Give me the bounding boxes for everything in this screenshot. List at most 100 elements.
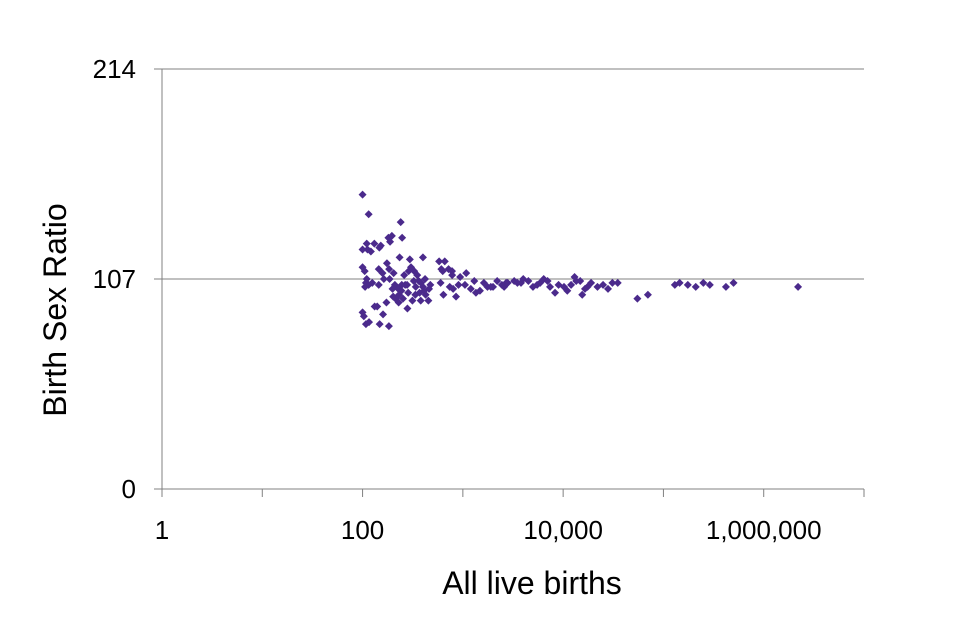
data-point	[426, 280, 435, 289]
data-point	[587, 278, 596, 287]
data-point	[456, 273, 465, 282]
data-point	[546, 282, 555, 291]
data-point	[572, 276, 581, 285]
data-point	[563, 286, 572, 295]
data-point	[435, 257, 444, 266]
data-point	[603, 284, 612, 293]
x-tick-label: 1,000,000	[706, 515, 822, 545]
data-point	[794, 282, 803, 291]
data-point	[691, 282, 700, 291]
data-point	[370, 239, 379, 248]
data-point	[364, 210, 373, 219]
data-point	[362, 239, 371, 248]
data-point	[643, 290, 652, 299]
data-point	[524, 276, 533, 285]
data-point	[448, 267, 457, 276]
data-point	[388, 284, 397, 293]
data-point	[385, 265, 394, 274]
data-point	[397, 286, 406, 295]
data-point	[683, 280, 692, 289]
data-point	[396, 218, 405, 227]
data-point	[366, 247, 375, 256]
data-point	[543, 276, 552, 285]
data-point	[445, 282, 454, 291]
data-point	[394, 298, 403, 307]
data-point	[413, 271, 422, 280]
data-point	[439, 290, 448, 299]
data-point	[405, 255, 414, 264]
data-point	[551, 288, 560, 297]
data-point	[440, 257, 449, 266]
y-tick-label: 0	[122, 474, 136, 504]
data-point	[475, 286, 484, 295]
horizontal-gridlines	[162, 68, 864, 280]
data-point	[705, 280, 714, 289]
x-tick-label: 1	[155, 515, 169, 545]
data-point	[486, 282, 495, 291]
data-point	[470, 276, 479, 285]
data-point	[400, 271, 409, 280]
data-point	[370, 302, 379, 311]
data-point	[436, 278, 445, 287]
data-point	[452, 292, 461, 301]
data-point	[365, 318, 374, 327]
data-point	[375, 320, 384, 329]
data-point	[409, 276, 418, 285]
data-point	[361, 282, 370, 291]
data-point	[403, 280, 412, 289]
data-point	[454, 280, 463, 289]
data-point	[578, 290, 587, 299]
data-point	[359, 312, 368, 321]
data-point	[376, 241, 385, 250]
data-point	[395, 253, 404, 262]
data-points	[358, 190, 803, 331]
data-point	[418, 253, 427, 262]
x-axis-ticks: 1 100 10,000 1,000,000	[155, 489, 865, 545]
data-point	[599, 280, 608, 289]
data-point	[424, 296, 433, 305]
data-point	[379, 275, 388, 283]
data-point	[462, 269, 471, 278]
y-tick-label: 214	[93, 54, 136, 84]
y-tick-label: 107	[93, 264, 136, 294]
data-point	[608, 278, 617, 287]
x-tick-label: 10,000	[523, 515, 603, 545]
data-point	[374, 280, 383, 289]
data-point	[379, 310, 388, 319]
data-point	[382, 298, 391, 307]
data-point	[358, 190, 367, 199]
data-point	[385, 275, 394, 283]
data-point	[416, 296, 425, 305]
data-point	[493, 276, 502, 285]
y-axis-ticks: 0 107 214	[93, 54, 162, 504]
data-point	[403, 304, 412, 313]
data-point	[613, 278, 622, 287]
x-tick-label: 100	[341, 515, 384, 545]
data-point	[389, 269, 398, 278]
data-point	[384, 322, 393, 331]
data-point	[382, 259, 391, 268]
data-point	[421, 275, 430, 283]
data-point	[567, 280, 576, 289]
data-point	[502, 278, 511, 287]
data-point	[729, 278, 738, 287]
data-point	[408, 296, 417, 305]
data-point	[387, 231, 396, 240]
data-point	[633, 294, 642, 303]
y-axis-title: Birth Sex Ratio	[37, 203, 73, 416]
data-point	[675, 278, 684, 287]
data-point	[699, 278, 708, 287]
data-point	[360, 267, 369, 276]
data-point	[460, 280, 469, 289]
data-point	[404, 288, 413, 297]
data-point	[466, 284, 475, 293]
data-point	[358, 245, 367, 254]
data-point	[576, 276, 585, 285]
data-point	[386, 237, 395, 246]
data-point	[398, 294, 407, 303]
data-point	[398, 233, 407, 242]
data-point	[378, 269, 387, 278]
data-point	[721, 282, 730, 291]
x-axis-title: All live births	[442, 565, 622, 601]
